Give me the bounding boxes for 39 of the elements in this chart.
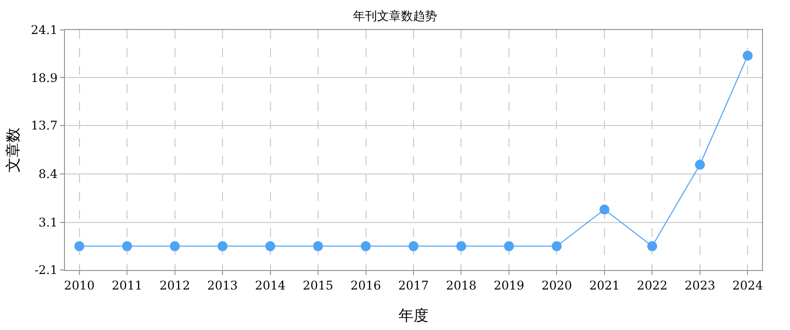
x-tick-label: 2023 [684,278,716,292]
x-tick-label: 2022 [636,278,668,292]
y-tick-label: 3.1 [38,216,58,230]
y-tick-label: 13.7 [30,118,58,132]
x-axis-title: 年度 [398,306,428,324]
point [122,241,132,252]
point [313,241,324,252]
chart-title: 年刊文章数趋势 [353,8,437,23]
x-tick-label: 2024 [732,278,764,292]
x-tick-label: 2015 [302,278,334,292]
point [408,241,418,252]
point [742,50,753,61]
y-axis-title: 文章数 [4,128,22,172]
x-tick-label: 2021 [589,278,620,292]
point [218,241,228,252]
x-tick-label: 2012 [160,278,190,292]
point [599,204,610,215]
point [456,241,466,252]
x-tick-label: 2020 [541,278,572,292]
point [647,241,658,252]
point [74,241,84,252]
x-tick-label: 2017 [398,278,429,292]
point [552,241,562,252]
x-tick-label: 2013 [207,278,238,292]
y-tick-label: 8.4 [38,167,58,182]
point [694,160,705,170]
point [265,241,276,252]
y-tick-label: -2.1 [34,263,58,278]
x-tick-label: 2016 [350,278,382,292]
point [360,241,371,252]
x-tick-label: 2014 [255,278,286,292]
point [170,241,180,252]
x-tick-label: 2011 [112,278,142,292]
x-tick-label: 2018 [446,278,477,292]
point [504,241,514,252]
x-tick-label: 2019 [494,278,524,292]
y-tick-label: 24.1 [30,23,58,38]
x-tick-label: 2010 [64,278,95,292]
y-tick-label: 18.9 [30,70,58,85]
